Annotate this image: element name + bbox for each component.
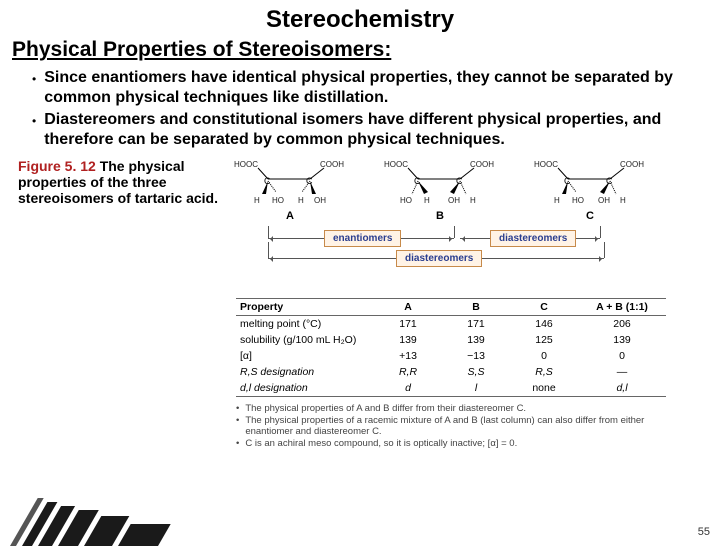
col-header: Property bbox=[236, 299, 374, 316]
note-text: The physical properties of a racemic mix… bbox=[245, 415, 666, 437]
cell: 0 bbox=[578, 348, 666, 364]
table-row: d,l designation d l none d,l bbox=[236, 380, 666, 397]
bond-icon bbox=[550, 164, 640, 200]
group-label: OH bbox=[448, 196, 460, 205]
relation-box: enantiomers bbox=[324, 230, 401, 247]
bullet-dot-icon: • bbox=[236, 415, 239, 437]
group-label: H bbox=[298, 196, 304, 205]
figure-notes: • The physical properties of A and B dif… bbox=[236, 403, 666, 449]
note-text: The physical properties of A and B diffe… bbox=[245, 403, 526, 414]
cell: R,S bbox=[510, 364, 578, 380]
col-header: A + B (1:1) bbox=[578, 299, 666, 316]
bullet-dot-icon: • bbox=[32, 72, 36, 108]
molecule-letter: A bbox=[286, 210, 294, 222]
group-label: H bbox=[470, 196, 476, 205]
table-row: melting point (°C) 171 171 146 206 bbox=[236, 316, 666, 333]
cell: 171 bbox=[442, 316, 510, 333]
group-label: HO bbox=[572, 196, 584, 205]
cell: d,l bbox=[578, 380, 666, 397]
cell: l bbox=[442, 380, 510, 397]
note-text: C is an achiral meso compound, so it is … bbox=[245, 438, 517, 449]
bond-icon bbox=[250, 164, 340, 200]
cell: 171 bbox=[374, 316, 442, 333]
cell: R,S designation bbox=[236, 364, 374, 380]
col-header: C bbox=[510, 299, 578, 316]
cell: solubility (g/100 mL H₂O) bbox=[236, 332, 374, 348]
arrow-stem-icon bbox=[454, 226, 455, 238]
arrow-stem-icon bbox=[604, 242, 605, 258]
relation-box: diastereomers bbox=[490, 230, 576, 247]
cell: melting point (°C) bbox=[236, 316, 374, 333]
molecule-letter: B bbox=[436, 210, 444, 222]
cell: — bbox=[578, 364, 666, 380]
cell: 0 bbox=[510, 348, 578, 364]
list-item: • Since enantiomers have identical physi… bbox=[32, 68, 700, 108]
cell: d,l designation bbox=[236, 380, 374, 397]
bullet-dot-icon: • bbox=[236, 403, 239, 414]
figure-number: Figure 5. 12 bbox=[18, 158, 96, 174]
molecule-diagram: HOOC COOH C C H HO H OH A HOOC COOH C C … bbox=[228, 158, 720, 298]
bullet-dot-icon: • bbox=[32, 114, 36, 150]
page-number: 55 bbox=[698, 526, 710, 538]
note-item: • C is an achiral meso compound, so it i… bbox=[236, 438, 666, 449]
molecule-letter: C bbox=[586, 210, 594, 222]
col-header: A bbox=[374, 299, 442, 316]
bullet-text: Since enantiomers have identical physica… bbox=[44, 68, 700, 108]
bullet-dot-icon: • bbox=[236, 438, 239, 449]
group-label: OH bbox=[598, 196, 610, 205]
cell: +13 bbox=[374, 348, 442, 364]
list-item: • Diastereomers and constitutional isome… bbox=[32, 110, 700, 150]
cell: [α] bbox=[236, 348, 374, 364]
table-row: R,S designation R,R S,S R,S — bbox=[236, 364, 666, 380]
table-row: [α] +13 −13 0 0 bbox=[236, 348, 666, 364]
group-label: OH bbox=[314, 196, 326, 205]
group-label: HO bbox=[272, 196, 284, 205]
arrow-stem-icon bbox=[268, 242, 269, 258]
group-label: H bbox=[254, 196, 260, 205]
cell: 206 bbox=[578, 316, 666, 333]
group-label: HO bbox=[400, 196, 412, 205]
group-label: H bbox=[554, 196, 560, 205]
cell: 139 bbox=[578, 332, 666, 348]
cell: 125 bbox=[510, 332, 578, 348]
group-label: H bbox=[620, 196, 626, 205]
bullet-text: Diastereomers and constitutional isomers… bbox=[44, 110, 700, 150]
slide-subtitle: Physical Properties of Stereoisomers: bbox=[12, 38, 720, 62]
arrow-stem-icon bbox=[600, 226, 601, 238]
figure-caption: Figure 5. 12 The physical properties of … bbox=[0, 158, 228, 298]
slide-accent-icon bbox=[0, 486, 170, 546]
figure-row: Figure 5. 12 The physical properties of … bbox=[0, 158, 720, 298]
cell: none bbox=[510, 380, 578, 397]
cell: d bbox=[374, 380, 442, 397]
col-header: B bbox=[442, 299, 510, 316]
group-label: H bbox=[424, 196, 430, 205]
note-item: • The physical properties of A and B dif… bbox=[236, 403, 666, 414]
note-item: • The physical properties of a racemic m… bbox=[236, 415, 666, 437]
cell: S,S bbox=[442, 364, 510, 380]
slide-title: Stereochemistry bbox=[0, 6, 720, 34]
relation-box: diastereomers bbox=[396, 250, 482, 267]
cell: −13 bbox=[442, 348, 510, 364]
cell: 146 bbox=[510, 316, 578, 333]
bullet-list: • Since enantiomers have identical physi… bbox=[32, 68, 700, 150]
table-header-row: Property A B C A + B (1:1) bbox=[236, 299, 666, 316]
table-row: solubility (g/100 mL H₂O) 139 139 125 13… bbox=[236, 332, 666, 348]
arrow-stem-icon bbox=[268, 226, 269, 238]
cell: R,R bbox=[374, 364, 442, 380]
properties-table: Property A B C A + B (1:1) melting point… bbox=[236, 298, 666, 397]
bond-icon bbox=[400, 164, 490, 200]
cell: 139 bbox=[374, 332, 442, 348]
cell: 139 bbox=[442, 332, 510, 348]
